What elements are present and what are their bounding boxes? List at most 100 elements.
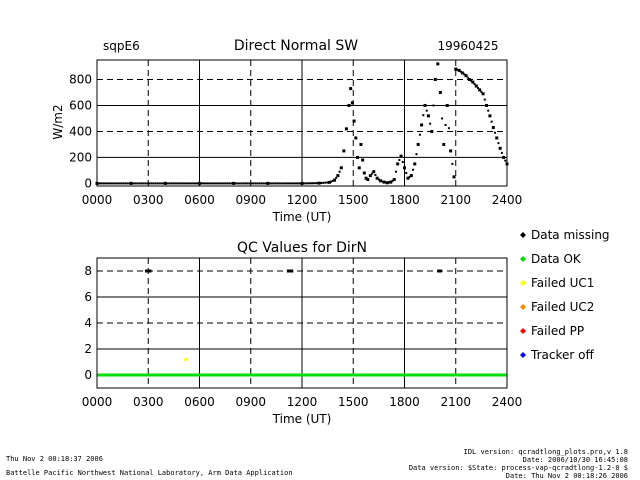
top-data-point	[136, 182, 139, 185]
top-data-point	[374, 173, 377, 176]
top-data-point	[442, 142, 446, 146]
top-data-point	[166, 182, 169, 185]
qc-x-tick-label: 1500	[338, 395, 369, 409]
top-data-point	[286, 182, 289, 185]
top-data-point	[224, 182, 227, 185]
top-data-point	[436, 62, 440, 66]
footer: Thu Nov 2 00:18:37 2006 Battelle Pacific…	[6, 448, 628, 480]
top-data-point	[320, 181, 323, 184]
top-data-point	[284, 182, 287, 185]
top-data-point	[232, 181, 236, 185]
top-data-point	[158, 182, 161, 185]
top-data-point	[154, 182, 157, 185]
top-tick-labels: 0000 0300 0600 0900 1200 1500 1800 2100 2400 0 200…	[69, 72, 522, 207]
qc-y-tick-label: 2	[84, 342, 92, 356]
qc-x-axis-label: Time (UT)	[272, 412, 332, 426]
qc-x-tick-label: 2400	[492, 395, 523, 409]
top-data-point	[200, 182, 203, 185]
top-data-point	[495, 136, 499, 140]
footer-right-line3: Data version: $State: process-vap-qcradt…	[409, 464, 628, 472]
top-data-point	[266, 181, 270, 185]
top-data-point	[362, 171, 366, 175]
top-data-point	[138, 182, 141, 185]
qc-x-tick-label: 2100	[440, 395, 471, 409]
legend-marker-icon	[520, 352, 526, 358]
top-data-point	[483, 98, 486, 101]
qc-data-point	[146, 269, 150, 273]
top-data-point	[342, 149, 346, 153]
legend-marker-icon	[520, 280, 526, 286]
top-data-point	[384, 181, 387, 184]
top-data-point	[298, 182, 301, 185]
top-data-point	[361, 158, 365, 162]
top-data-point	[274, 182, 277, 185]
top-data-point	[308, 182, 311, 185]
legend-marker-icon	[520, 304, 526, 310]
top-data-point	[278, 182, 281, 185]
top-data-point	[445, 103, 449, 107]
legend-label: Tracker off	[530, 348, 594, 362]
qc-y-tick-label: 8	[84, 264, 92, 278]
top-data-point	[140, 182, 143, 185]
top-data-point	[236, 182, 239, 185]
top-data-point	[392, 178, 396, 182]
top-data-point	[349, 87, 353, 91]
top-data-point	[418, 133, 421, 136]
qc-data-point	[148, 269, 152, 273]
top-data-point	[110, 182, 113, 185]
top-data-point	[433, 77, 437, 81]
footer-left-line2: Battelle Pacific Northwest National Labo…	[6, 469, 293, 477]
top-data-point	[180, 182, 183, 185]
top-x-tick-label: 0900	[235, 193, 266, 207]
top-data-point	[132, 182, 135, 185]
qc-x-tick-label: 0900	[235, 395, 266, 409]
qc-data-point	[438, 269, 442, 273]
qc-data-point	[290, 269, 294, 273]
top-data-point	[372, 170, 376, 174]
top-data-point	[432, 104, 435, 107]
footer-right-line4: Date: Thu Nov 2 00:18:26 2006	[506, 472, 628, 480]
top-data-point	[356, 155, 360, 159]
top-data-point	[396, 162, 400, 166]
top-y-tick-label: 400	[69, 124, 92, 138]
qc-x-tick-label: 0000	[82, 395, 113, 409]
top-data-point	[170, 182, 173, 185]
top-data-point	[422, 114, 425, 117]
top-data-point	[300, 181, 304, 185]
top-data-point	[210, 182, 213, 185]
qc-data-point	[286, 269, 290, 273]
top-data-point	[487, 109, 490, 112]
top-data-point	[352, 119, 356, 123]
top-data-point	[116, 182, 119, 185]
top-data-point	[476, 86, 479, 89]
top-data-point	[228, 182, 231, 185]
top-data-point	[406, 176, 410, 180]
top-x-tick-label: 1800	[389, 193, 420, 207]
top-data-point	[389, 180, 393, 184]
top-data-point	[282, 182, 285, 185]
footer-right-line2: Date: 2006/10/30 16:45:08	[523, 456, 628, 464]
site-label: sqpE6	[103, 39, 140, 53]
top-data-point	[204, 182, 207, 185]
qc-data-point	[145, 269, 149, 273]
legend-marker-icon	[520, 232, 526, 238]
top-data-point	[379, 179, 383, 183]
top-data-point	[156, 182, 159, 185]
top-data-point	[447, 127, 450, 130]
top-data-point	[473, 83, 476, 86]
top-data-point	[324, 181, 327, 184]
top-data-point	[409, 174, 413, 178]
top-data-point	[134, 182, 137, 185]
top-data-point	[292, 182, 295, 185]
top-data-point	[250, 182, 253, 185]
top-data-point	[394, 170, 397, 173]
top-data-point	[314, 182, 317, 185]
top-y-tick-label: 600	[69, 98, 92, 112]
top-data-point	[444, 123, 447, 126]
top-data-point	[226, 182, 229, 185]
top-data-point	[102, 182, 105, 185]
top-data-point	[178, 182, 181, 185]
top-data-point	[186, 182, 189, 185]
top-data-point	[451, 162, 454, 165]
